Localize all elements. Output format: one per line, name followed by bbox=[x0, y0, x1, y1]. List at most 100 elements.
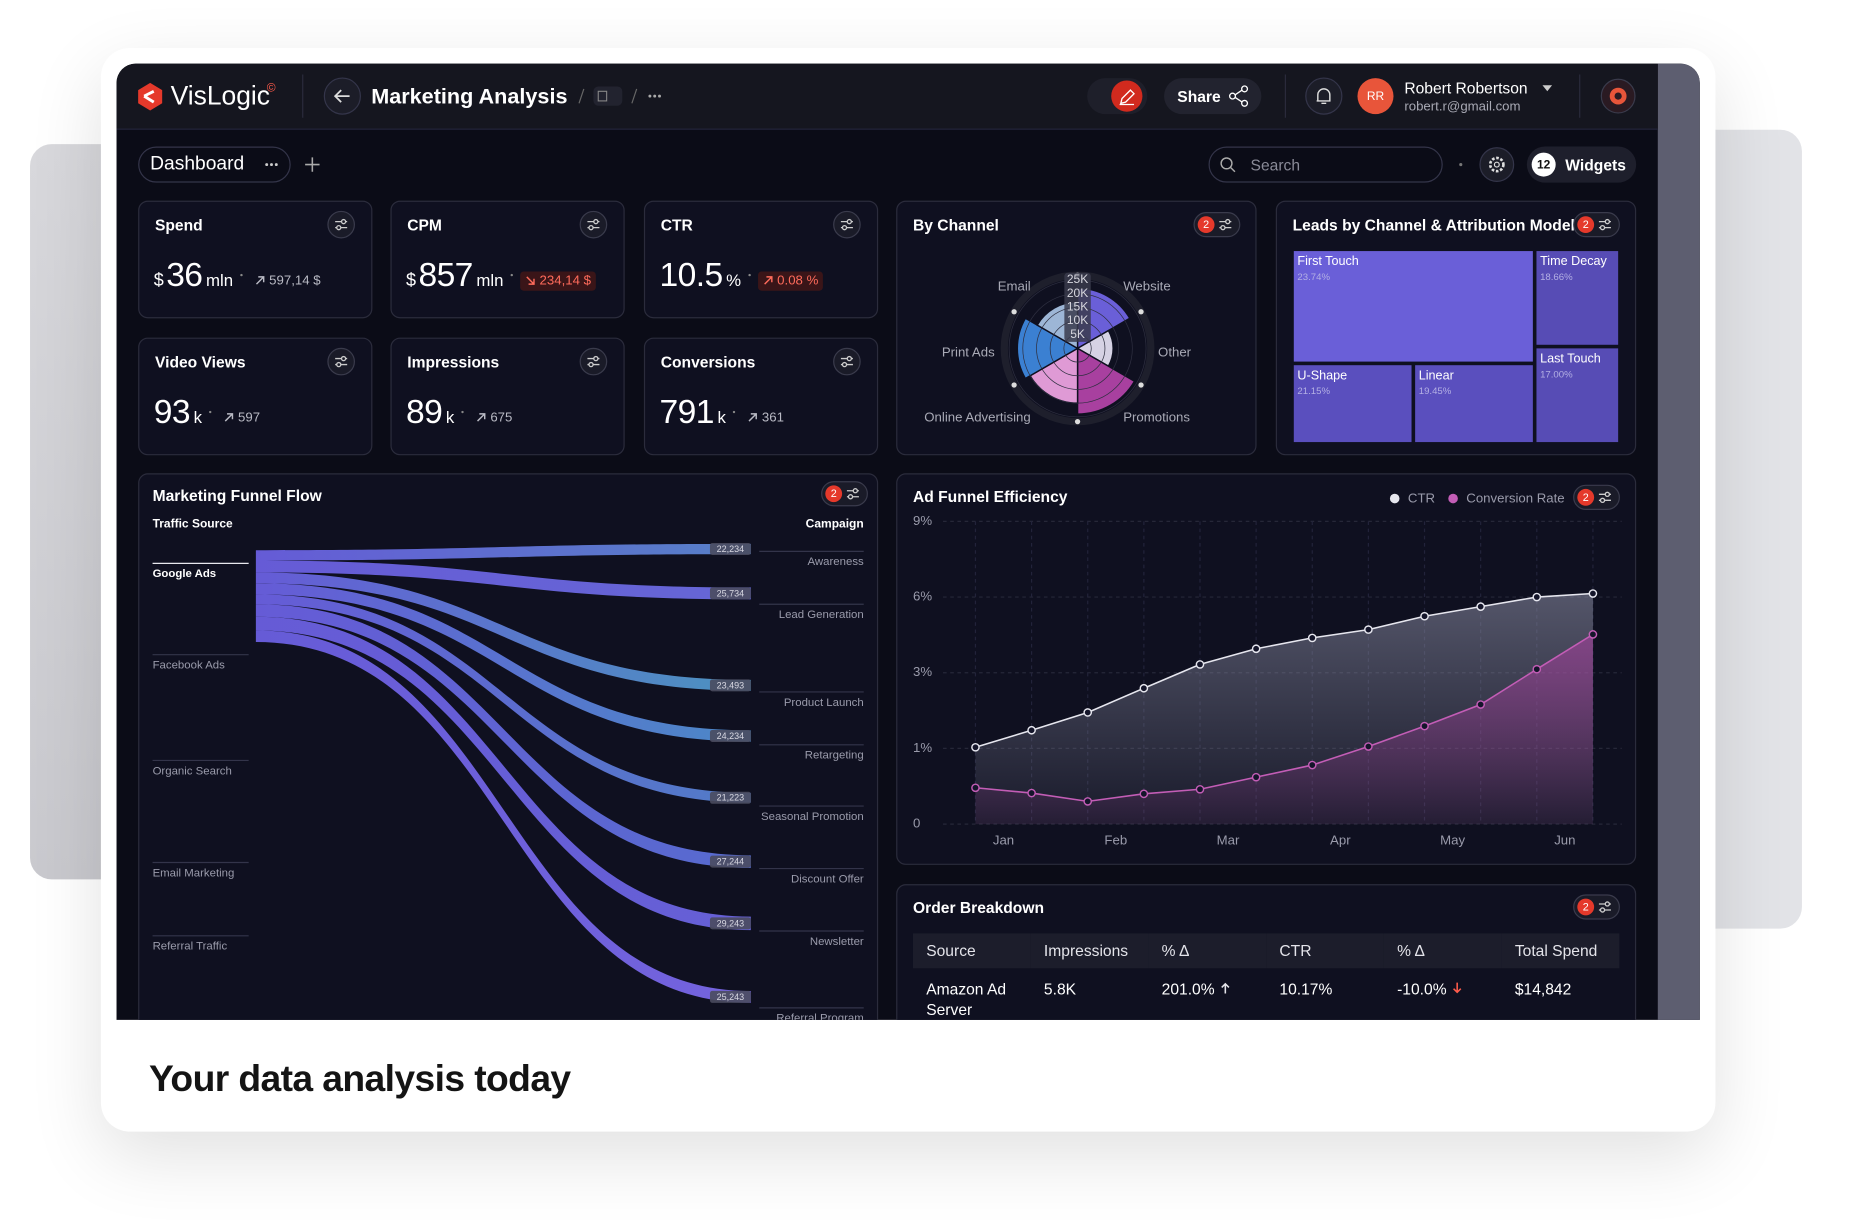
flow-label: 25,243 bbox=[717, 992, 745, 1002]
share-node bbox=[1228, 92, 1237, 100]
filter-button[interactable] bbox=[327, 210, 355, 239]
avatar[interactable] bbox=[1357, 78, 1394, 115]
cell-text: Amazon Ad Server bbox=[926, 980, 1007, 1019]
target-label: Discount Offer bbox=[791, 873, 864, 885]
series-line bbox=[975, 592, 1593, 749]
bell-button[interactable] bbox=[1305, 77, 1343, 115]
treemap-label: U-Shape bbox=[1297, 368, 1347, 382]
series-point bbox=[1083, 797, 1093, 806]
polar-category-label: Print Ads bbox=[942, 345, 995, 360]
series-point bbox=[1251, 644, 1261, 654]
trend-arrow bbox=[256, 276, 265, 285]
target-label: Retargeting bbox=[805, 750, 864, 762]
kpi-delta: 234,14 $ bbox=[520, 270, 596, 291]
badge-dot bbox=[825, 485, 843, 503]
order-card bbox=[896, 884, 1637, 1020]
kpi-unit: k bbox=[717, 407, 726, 427]
kpi-title: Spend bbox=[154, 216, 203, 235]
tab-more-dot[interactable] bbox=[270, 163, 273, 167]
card-title: By Channel bbox=[912, 216, 999, 235]
more-dot[interactable] bbox=[653, 94, 657, 98]
more-dot[interactable] bbox=[658, 94, 661, 98]
more-dot[interactable] bbox=[648, 94, 652, 98]
kpi-unit: mln bbox=[476, 270, 504, 290]
filter-button[interactable] bbox=[579, 210, 608, 239]
search-placeholder[interactable]: Search bbox=[1250, 156, 1301, 175]
tab-more-dot[interactable] bbox=[265, 163, 269, 167]
card-title: Ad Funnel Efficiency bbox=[912, 487, 1068, 506]
x-tick-label: Feb bbox=[1104, 832, 1127, 847]
share-label[interactable]: Share bbox=[1177, 87, 1221, 106]
series-line bbox=[975, 633, 1594, 803]
cell-text: -10.0% bbox=[1397, 980, 1447, 999]
kpi-value-row: 93 k 597 bbox=[154, 393, 265, 431]
series-point bbox=[1307, 633, 1317, 643]
widgets-label[interactable]: Widgets bbox=[1565, 156, 1626, 175]
search-box[interactable] bbox=[1208, 146, 1443, 183]
filter-button[interactable] bbox=[833, 210, 861, 239]
filter-button[interactable] bbox=[833, 347, 861, 376]
share-node bbox=[1241, 99, 1249, 107]
legend-label: Conversion Rate bbox=[1466, 491, 1564, 506]
toolbar-dot bbox=[1459, 163, 1463, 167]
tab-more-dot[interactable] bbox=[274, 163, 278, 167]
filter-knob bbox=[1225, 218, 1231, 225]
source-label: Referral Traffic bbox=[153, 941, 228, 953]
edit-knob[interactable] bbox=[1111, 80, 1143, 112]
kpi-unit: k bbox=[445, 407, 455, 427]
table-header: Impressions bbox=[1043, 941, 1129, 960]
kpi-sep bbox=[209, 410, 212, 414]
badge-dot bbox=[1577, 216, 1595, 234]
filter-knob bbox=[1599, 907, 1606, 913]
dashboard-tab-label[interactable]: Dashboard bbox=[150, 153, 245, 175]
filter-knob bbox=[588, 224, 594, 231]
kpi-title: Conversions bbox=[660, 353, 756, 372]
x-tick-label: Jan bbox=[993, 832, 1014, 847]
flow-label-bg bbox=[709, 587, 751, 600]
trend-arrow bbox=[1221, 982, 1230, 994]
kpi-prefix: $ bbox=[406, 270, 417, 291]
treemap-label: First Touch bbox=[1297, 254, 1358, 268]
page-title: Marketing Analysis bbox=[371, 84, 568, 109]
table-cell: -10.0% bbox=[1384, 968, 1502, 1020]
filter-knob bbox=[593, 355, 599, 362]
filter-button[interactable] bbox=[579, 347, 608, 376]
treemap-value: 23.74% bbox=[1297, 272, 1330, 283]
flow-label-bg bbox=[709, 917, 751, 930]
trend-arrow bbox=[748, 413, 758, 422]
cell-text: 10.17% bbox=[1279, 980, 1333, 999]
table-header: CTR bbox=[1279, 941, 1312, 960]
badge-count: 2 bbox=[1583, 492, 1589, 504]
kpi-title: CTR bbox=[660, 216, 693, 235]
flow-link bbox=[255, 604, 751, 868]
x-tick-label: Mar bbox=[1217, 832, 1240, 847]
settings-button[interactable] bbox=[1479, 147, 1515, 182]
treemap-value: 17.00% bbox=[1540, 369, 1573, 380]
arrow-path bbox=[526, 276, 535, 285]
series-point bbox=[1420, 721, 1429, 731]
filter-button[interactable] bbox=[327, 347, 355, 376]
flow-label-bg bbox=[709, 542, 751, 556]
share-button[interactable] bbox=[1164, 78, 1262, 115]
flow-link bbox=[255, 560, 751, 600]
add-tab[interactable] bbox=[305, 157, 320, 172]
badge-dot bbox=[1577, 488, 1595, 506]
filter-knob bbox=[1599, 224, 1606, 231]
flow-link bbox=[255, 583, 751, 742]
flow-link bbox=[255, 543, 751, 561]
target-label: Referral Program bbox=[776, 1013, 863, 1020]
flow-label: 24,234 bbox=[717, 731, 745, 741]
trend-arrow bbox=[764, 276, 773, 285]
table-row: Amazon Ad Server 5.8K 201.0% 10.17% -10.0% $1… bbox=[913, 968, 1619, 1020]
dashboard-tab[interactable] bbox=[138, 146, 291, 183]
kpi-value: 857 bbox=[418, 255, 473, 294]
user-caret[interactable] bbox=[1542, 85, 1553, 92]
arrow-path bbox=[477, 413, 486, 422]
polar-tick-label: 15K bbox=[1067, 299, 1088, 313]
settings-icon bbox=[1488, 156, 1505, 173]
filter-knob bbox=[852, 488, 859, 494]
series-point bbox=[1139, 683, 1149, 693]
kpi-value: 36 bbox=[166, 255, 203, 294]
